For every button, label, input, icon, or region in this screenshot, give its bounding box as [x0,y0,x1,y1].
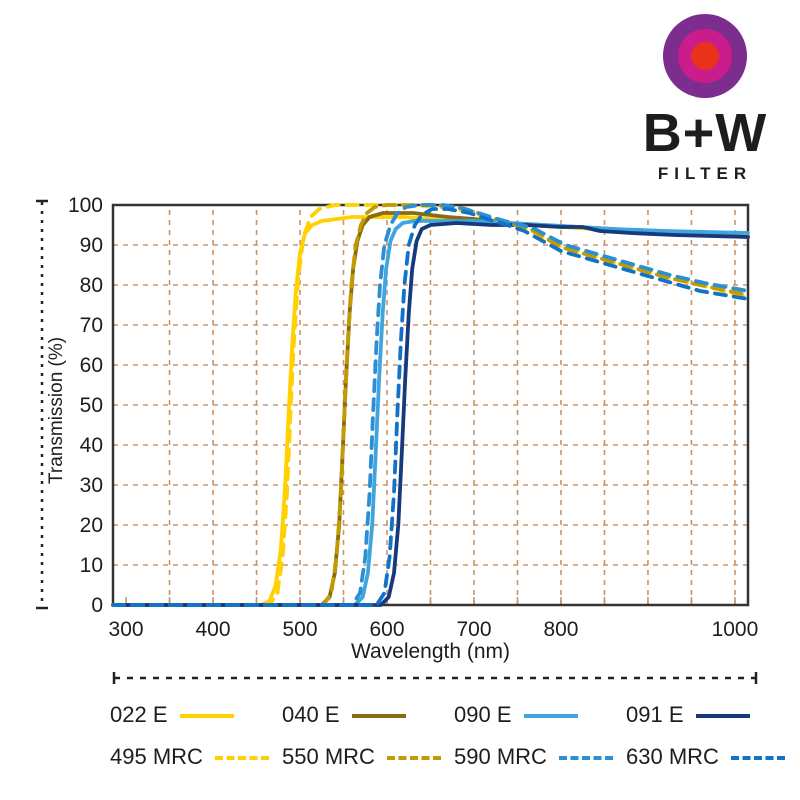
y-tick-label-100: 100 [68,194,103,217]
x-axis-title: Wavelength (nm) [350,640,511,663]
legend-swatch-091-e [695,714,750,718]
legend-swatch-550-mrc [386,756,441,760]
curve-091-e [111,221,750,607]
legend-item-090-e: 090 E [454,702,626,728]
x-tick-label-300: 300 [109,618,144,641]
legend-label-090-e: 090 E [454,702,512,727]
y-tick-label-60: 60 [80,354,103,377]
legend-row-solid: 022 E 040 E 090 E 091 E [110,702,800,728]
brand-logo: B+W FILTER [615,8,795,184]
legend-item-040-e: 040 E [282,702,454,728]
x-tick-label-500: 500 [282,618,317,641]
y-tick-label-90: 90 [80,234,103,257]
y-tick-label-0: 0 [91,594,103,617]
x-tick-label-400: 400 [196,618,231,641]
y-tick-label-10: 10 [80,554,103,577]
legend-label-630-mrc: 630 MRC [626,744,719,769]
logo-ring-inner [691,42,719,70]
y-tick-label-30: 30 [80,474,103,497]
x-tick-label-1000: 1000 [712,618,759,641]
legend-label-550-mrc: 550 MRC [282,744,375,769]
legend-item-590-mrc: 590 MRC [454,744,626,770]
y-tick-label-80: 80 [80,274,103,297]
legend-item-550-mrc: 550 MRC [282,744,454,770]
logo-rings-icon [663,14,747,98]
legend-item-630-mrc: 630 MRC [626,744,798,770]
legend-item-091-e: 091 E [626,702,798,728]
y-tick-label-50: 50 [80,394,103,417]
y-tick-label-20: 20 [80,514,103,537]
curve-630-mrc [111,207,750,607]
curve-550-mrc [111,203,750,607]
legend-swatch-090-e [523,714,578,718]
legend-label-040-e: 040 E [282,702,340,727]
legend-swatch-630-mrc [730,756,785,760]
legend-item-495-mrc: 495 MRC [110,744,282,770]
y-axis-title: Transmission (%) [46,336,67,484]
legend-swatch-040-e [351,714,406,718]
legend-item-022-e: 022 E [110,702,282,728]
x-tick-label-600: 600 [369,618,404,641]
x-tick-label-800: 800 [543,618,578,641]
curve-590-mrc [111,203,750,607]
legend-label-495-mrc: 495 MRC [110,744,203,769]
legend-row-dashed: 495 MRC 550 MRC 590 MRC 630 MRC [110,744,800,770]
legend-swatch-590-mrc [558,756,613,760]
y-tick-label-40: 40 [80,434,103,457]
brand-subtitle: FILTER [657,164,753,183]
legend-label-590-mrc: 590 MRC [454,744,547,769]
legend-swatch-022-e [179,714,234,718]
legend-swatch-495-mrc [214,756,269,760]
y-tick-label-70: 70 [80,314,103,337]
legend-label-091-e: 091 E [626,702,684,727]
x-tick-label-700: 700 [456,618,491,641]
legend-label-022-e: 022 E [110,702,168,727]
brand-name: B+W [642,103,768,163]
